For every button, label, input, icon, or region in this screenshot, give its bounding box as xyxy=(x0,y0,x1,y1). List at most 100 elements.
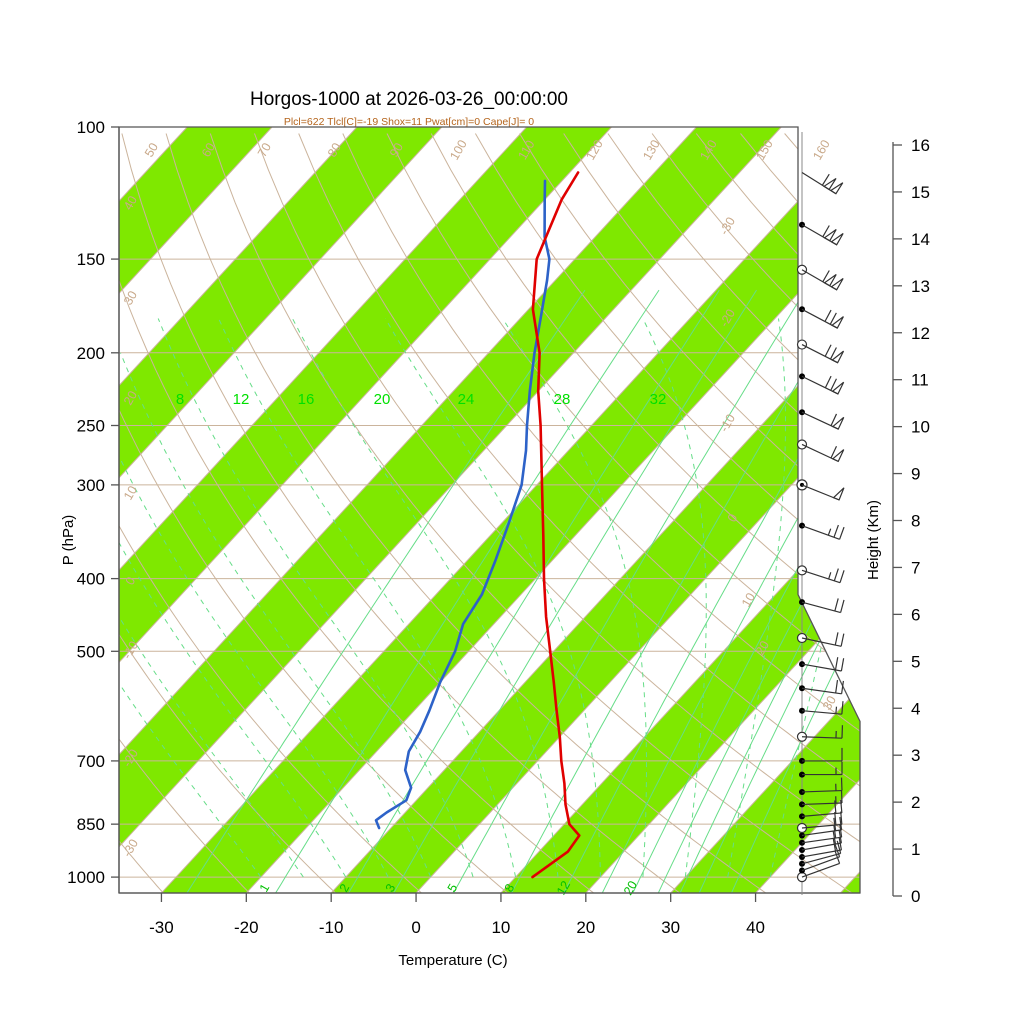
height-axis-label: Height (Km) xyxy=(865,500,882,580)
barb-full xyxy=(839,570,845,583)
wind-barb xyxy=(799,824,843,846)
barb-full xyxy=(836,840,842,854)
mixing-ratio-line xyxy=(186,289,586,893)
mixing-ratio-label-upper: 8 xyxy=(176,391,184,408)
barb-shaft xyxy=(801,862,840,878)
barb-shaft xyxy=(801,443,839,462)
isotherm-label-right: 10 xyxy=(739,590,758,609)
x-axis-tick-label: 10 xyxy=(491,918,510,937)
mixing-ratio-label-upper: 12 xyxy=(233,391,250,408)
barb-shaft xyxy=(801,525,840,540)
x-axis-tick-label: -20 xyxy=(234,918,259,937)
dry-adiabat-line xyxy=(119,133,422,893)
barb-full xyxy=(834,657,839,671)
x-axis-tick-label: 20 xyxy=(576,918,595,937)
barb-full xyxy=(839,526,845,540)
barb-pennant xyxy=(831,381,845,395)
y-axis-tick-label: 1000 xyxy=(67,868,105,887)
dry-adiabat-label: 80 xyxy=(325,140,344,159)
barb-full xyxy=(841,701,844,715)
barb-shaft xyxy=(801,663,842,672)
indices-subtitle: Plcl=622 Tlcl[C]=-19 Shox=11 Pwat[cm]=0 … xyxy=(284,116,534,128)
wind-barb xyxy=(796,264,844,291)
isotherm-line xyxy=(670,127,860,893)
x-axis-tick-label: -10 xyxy=(319,918,344,937)
wind-barb xyxy=(799,598,845,614)
barb-full xyxy=(821,173,830,186)
shade-band xyxy=(161,127,860,893)
dewpoint-line xyxy=(374,179,551,830)
barb-pennant xyxy=(831,350,845,364)
mixing-ratio-label-upper: 32 xyxy=(650,391,667,408)
temperature-profile-curve xyxy=(531,171,581,879)
dry-adiabat-line xyxy=(563,133,860,828)
wind-barb xyxy=(801,172,844,195)
barb-full xyxy=(834,598,839,612)
barb-full xyxy=(838,830,842,844)
y-axis-tick-label: 150 xyxy=(77,250,105,269)
isotherm-label-left: 20 xyxy=(121,388,140,407)
isotherm-line xyxy=(119,127,443,893)
moist-adiabat-line xyxy=(120,352,432,878)
barb-shaft xyxy=(801,375,839,395)
isotherm-line xyxy=(585,127,860,893)
barb-full xyxy=(834,812,837,826)
shade-band xyxy=(119,127,442,893)
height-axis-tick-label: 8 xyxy=(911,512,920,531)
barb-full xyxy=(840,799,843,813)
mixing-ratio-label-upper: 24 xyxy=(458,391,475,408)
barb-shaft xyxy=(801,411,839,430)
mixing-ratio-label-upper: 28 xyxy=(554,391,571,408)
barb-full xyxy=(824,375,832,389)
height-axis-tick-label: 12 xyxy=(911,324,930,343)
wind-barb xyxy=(796,811,843,834)
mixing-ratio-line xyxy=(453,289,806,893)
wind-barb-column xyxy=(796,132,845,895)
dry-adiabat-line xyxy=(119,133,336,893)
dry-adiabat-line xyxy=(474,133,860,886)
height-axis-tick-label: 11 xyxy=(911,371,929,390)
wind-barb xyxy=(796,439,845,463)
barb-shaft xyxy=(801,829,842,837)
barb-shaft xyxy=(801,308,838,329)
moist-adiabat-line xyxy=(119,412,347,878)
height-axis-tick-label: 9 xyxy=(911,465,920,484)
moist-adiabat-line xyxy=(292,318,559,878)
x-axis-label: Temperature (C) xyxy=(398,952,507,969)
height-axis-tick-label: 15 xyxy=(911,183,930,202)
dry-adiabat-line xyxy=(298,133,860,893)
barb-shaft xyxy=(801,736,842,739)
isotherm-line xyxy=(330,127,860,893)
wind-barb xyxy=(799,679,845,695)
dry-adiabat-label: 60 xyxy=(199,140,218,159)
height-axis-tick-label: 6 xyxy=(911,605,920,624)
dry-adiabat-line xyxy=(386,133,860,893)
dry-adiabat-line xyxy=(519,133,860,854)
barb-full xyxy=(840,633,845,647)
barb-shaft xyxy=(801,172,837,195)
height-axis-tick-label: 3 xyxy=(911,746,920,765)
barb-full xyxy=(824,344,832,357)
barb-shaft xyxy=(801,852,841,865)
wind-barb xyxy=(796,565,845,584)
shade-band xyxy=(119,127,612,893)
isobar-gridlines xyxy=(119,127,860,878)
barb-full xyxy=(839,816,843,830)
dry-adiabat-line xyxy=(121,133,680,893)
isotherm-line xyxy=(119,127,528,893)
barb-full xyxy=(833,825,837,839)
shade-band xyxy=(119,127,782,893)
wind-barb xyxy=(799,790,843,808)
wind-barb xyxy=(799,816,843,839)
barb-full xyxy=(834,632,839,646)
isotherm-label-right: 30 xyxy=(820,693,839,712)
barb-full xyxy=(824,309,832,322)
y-axis-tick-label: 250 xyxy=(77,416,105,435)
moist-adiabat-line xyxy=(727,318,786,878)
barb-full xyxy=(840,658,845,672)
y-axis-label: P (hPa) xyxy=(60,515,77,566)
barb-shaft xyxy=(801,789,842,793)
wind-barb xyxy=(799,777,843,795)
barb-shaft xyxy=(801,812,842,818)
